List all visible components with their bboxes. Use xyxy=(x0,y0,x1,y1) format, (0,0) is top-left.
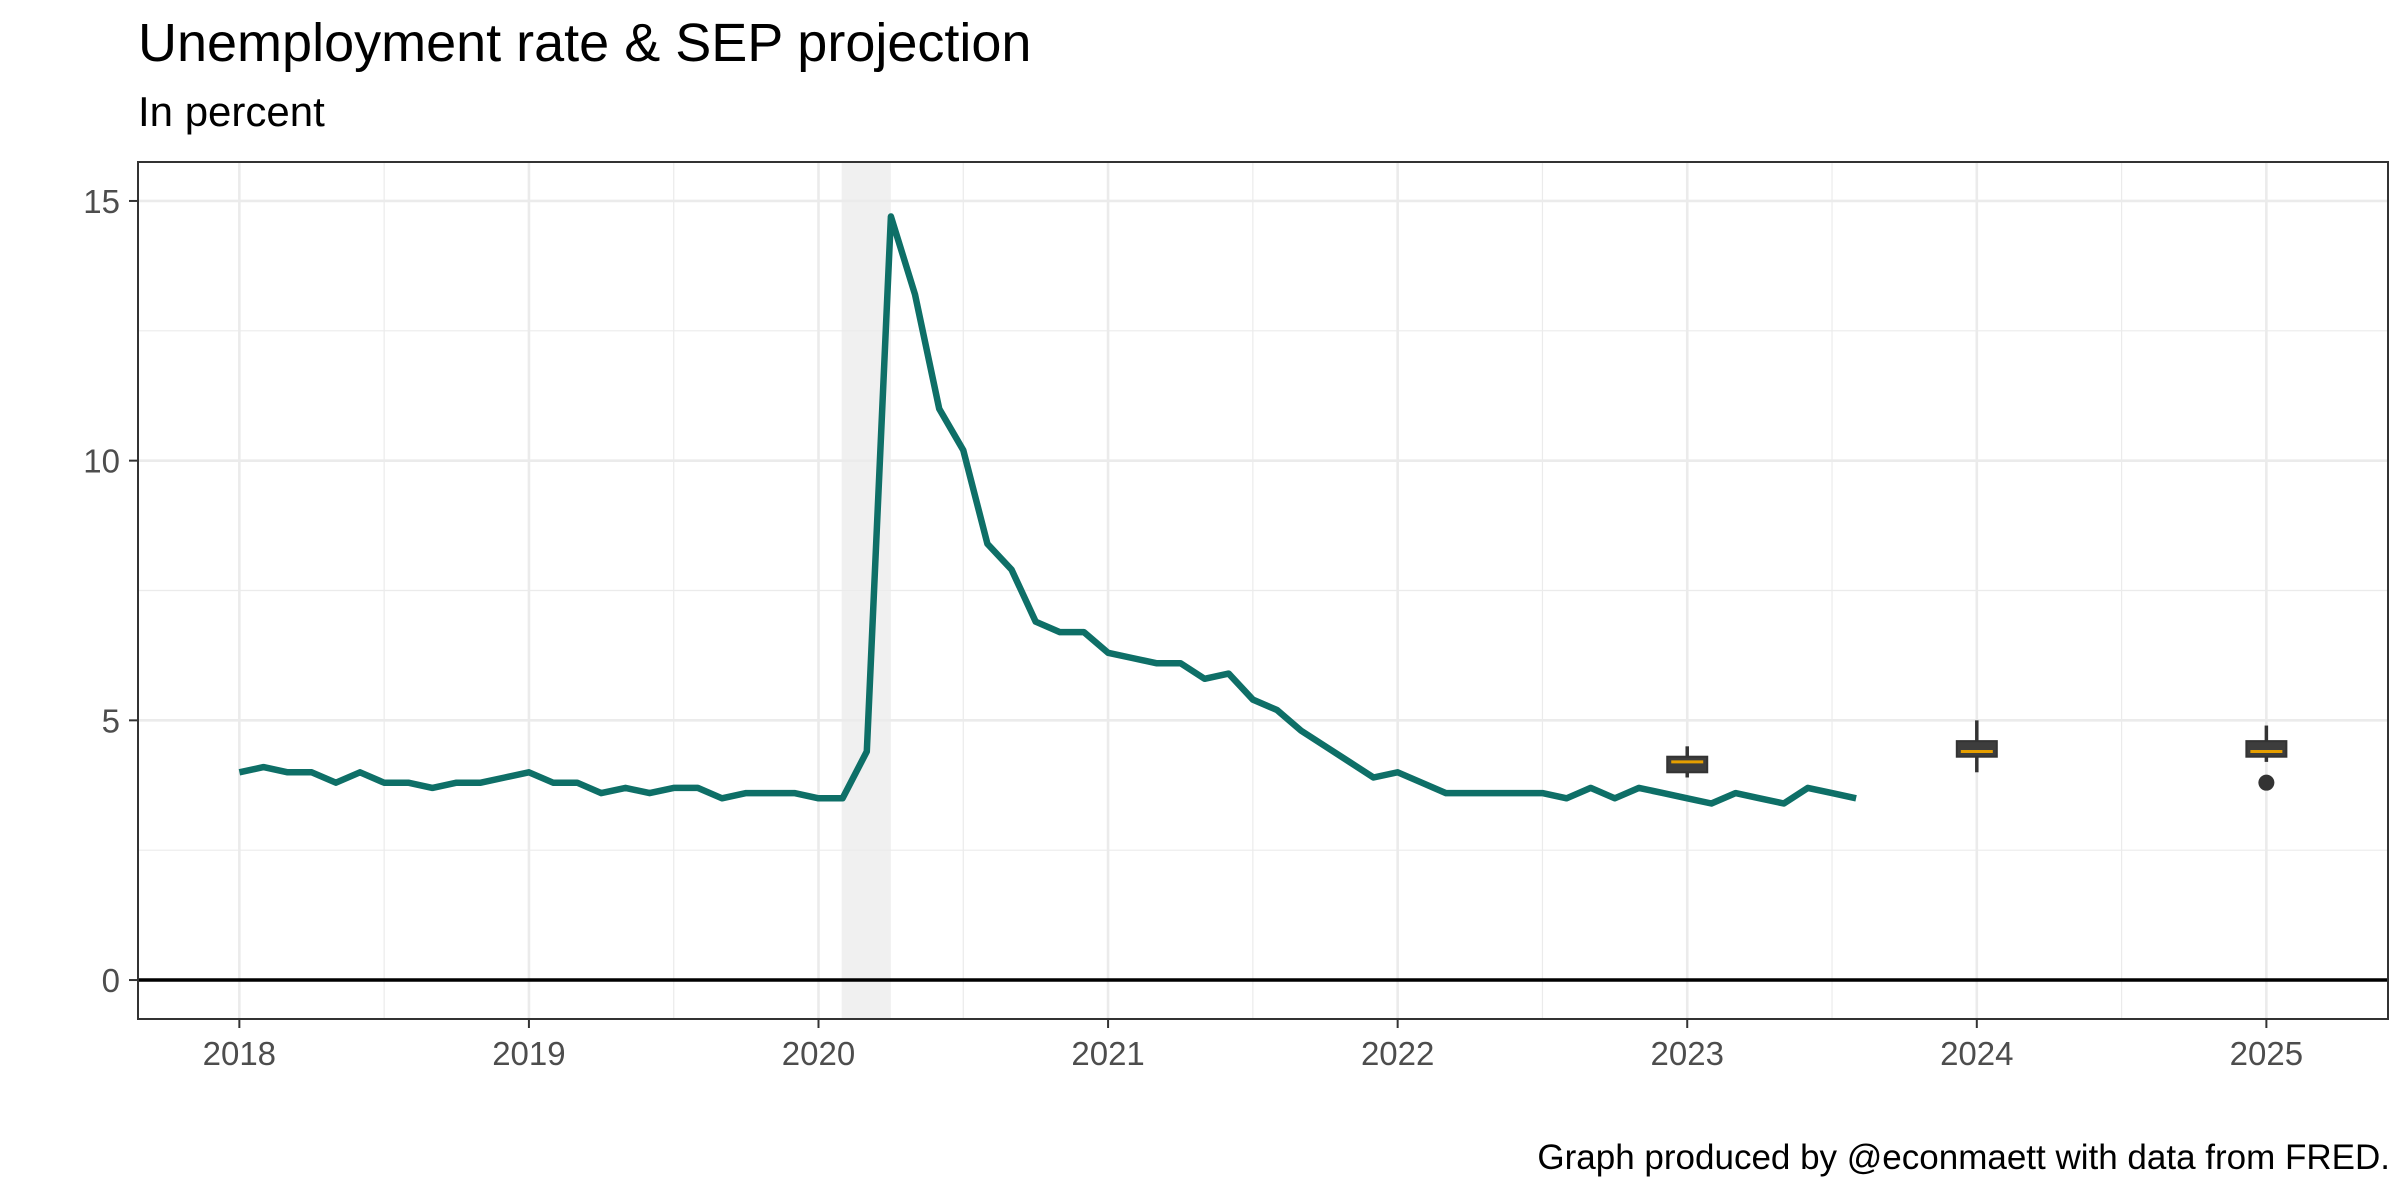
sep-projection-2024 xyxy=(1955,720,1998,773)
y-tick-label: 0 xyxy=(102,962,120,999)
x-tick-label: 2022 xyxy=(1361,1035,1434,1072)
axis-layer: 2018 2019 2020 2021 2022 2023 2024 2025 0 5 10 15 xyxy=(83,183,2303,1072)
plot-panel-border xyxy=(137,161,2389,1020)
x-tick-label: 2023 xyxy=(1651,1035,1724,1072)
sep-projection-2025 xyxy=(2245,725,2288,791)
projection-layer xyxy=(1666,720,2288,791)
x-tick-label: 2019 xyxy=(492,1035,565,1072)
y-tick-label: 10 xyxy=(83,443,120,480)
unemployment-rate-line xyxy=(238,213,1857,807)
chart-caption: Graph produced by @econmaett with data f… xyxy=(1537,1138,2390,1177)
chart-title: Unemployment rate & SEP projection xyxy=(138,13,1032,73)
projection-outlier xyxy=(2258,774,2275,791)
y-tick-label: 5 xyxy=(102,702,120,739)
x-tick-label: 2018 xyxy=(203,1035,276,1072)
projection-box xyxy=(1666,755,1709,774)
x-tick-label: 2020 xyxy=(782,1035,855,1072)
sep-projection-2023 xyxy=(1666,746,1709,778)
chart-subtitle: In percent xyxy=(138,88,325,135)
projection-box xyxy=(2245,740,2288,758)
x-tick-label: 2021 xyxy=(1071,1035,1144,1072)
y-tick-label: 15 xyxy=(83,183,120,220)
x-tick-label: 2024 xyxy=(1940,1035,2013,1072)
series-layer xyxy=(238,213,1857,807)
x-tick-label: 2025 xyxy=(2230,1035,2303,1072)
projection-box xyxy=(1955,740,1998,758)
